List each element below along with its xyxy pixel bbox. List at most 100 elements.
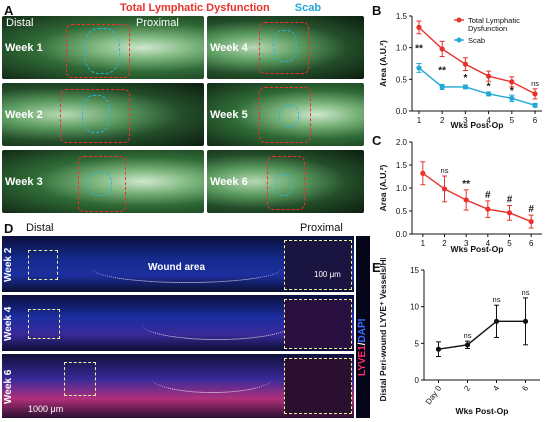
title-total-lymphatic: Total Lymphatic Dysfunction: [120, 2, 270, 14]
significance-mark: #: [507, 194, 513, 205]
y-tick-label: 2.0: [396, 138, 408, 147]
lyve1-label: LYVE1: [357, 345, 368, 376]
x-axis-label: Wks Post-Op: [451, 244, 504, 254]
stain-legend-text: LYVE1/DAPI: [357, 319, 368, 376]
data-point: [485, 206, 491, 212]
panel-letter-a: A: [4, 3, 14, 18]
significance-mark: **: [462, 179, 470, 190]
significance-mark: #: [528, 204, 534, 215]
wound-area-outline: [92, 254, 282, 283]
data-point: [532, 91, 538, 97]
scab-outline: [279, 105, 299, 127]
significance-mark: **: [438, 65, 446, 76]
lymphatic-dysfunction-outline: [66, 24, 130, 78]
x-tick-label: 6: [533, 116, 538, 125]
data-point: [441, 186, 448, 192]
series-line: [418, 67, 536, 106]
y-axis-label: Area (A.U.²): [378, 40, 388, 87]
x-tick-label: 4: [486, 239, 491, 248]
significance-mark: **: [415, 44, 423, 55]
x-tick-label: 4: [486, 116, 491, 125]
data-point: [486, 73, 492, 79]
data-point: [509, 79, 515, 85]
x-tick-label: 4: [491, 384, 501, 393]
data-point: [506, 210, 513, 216]
data-point: [486, 91, 492, 97]
histology-image-week-4: Week 4: [2, 295, 354, 351]
x-axis-label: Wks Post-Op: [456, 406, 509, 416]
legend-swatch-point: [456, 17, 462, 23]
data-point: [463, 197, 469, 203]
y-tick-label: 0.5: [396, 207, 408, 216]
week-label: Week 1: [5, 42, 43, 54]
significance-mark: *: [487, 82, 491, 93]
scab-outline: [84, 28, 120, 74]
histo-week-label: Week 4: [3, 306, 14, 341]
significance-mark: ns: [464, 331, 472, 340]
y-axis-label: Area (A.U.²): [378, 164, 388, 211]
significance-mark: ns: [493, 295, 501, 304]
week-label: Week 4: [210, 42, 248, 54]
panel-a-title: Total Lymphatic Dysfunction Scab: [120, 2, 321, 14]
distal-inset-box: [28, 309, 60, 339]
distal-label: Distal: [6, 17, 34, 29]
x-tick-label: Day 0: [424, 384, 444, 407]
week-label: Week 6: [210, 176, 248, 188]
significance-mark: #: [485, 190, 491, 201]
x-tick-label: 1: [421, 239, 426, 248]
lymphatic-dysfunction-outline: [259, 87, 311, 143]
x-tick-label: 5: [507, 239, 512, 248]
histo-week-label: Week 6: [3, 369, 14, 404]
wound-area-outline: [142, 309, 292, 340]
proximal-inset-box: [284, 240, 352, 290]
legend-label: Dysfunction: [468, 24, 507, 33]
panel-d-proximal-label: Proximal: [300, 222, 343, 234]
x-tick-label: 2: [462, 384, 472, 393]
y-tick-label: 15: [410, 266, 419, 275]
chart-b: 0.0 0.5 1.0 1.5 1 2 3 4 5 6 Wks Post-Op Area (A.U.²…: [378, 12, 542, 130]
y-tick-label: 1.5: [396, 12, 408, 21]
stain-separator: /: [357, 342, 368, 346]
scab-outline: [273, 30, 297, 62]
chart-c: 0.0 0.5 1.0 1.5 2.0 1 2 3 4 5 6 Wks Post-Op Area (A.…: [378, 138, 542, 254]
data-point: [493, 318, 500, 324]
series-line: [422, 172, 532, 223]
lymphatic-dysfunction-outline: [267, 156, 305, 210]
data-point: [528, 218, 534, 225]
data-point: [462, 84, 468, 90]
distal-inset-box: [28, 250, 58, 280]
histology-image-week-6: Week 6 1000 μm: [2, 354, 354, 418]
legend-swatch-point: [456, 37, 462, 43]
week-label: Week 3: [5, 176, 43, 188]
data-point: [416, 24, 422, 30]
fluorescence-image-week-5: Week 5: [207, 83, 364, 146]
y-tick-label: 1.5: [396, 161, 408, 170]
data-point: [509, 95, 515, 101]
data-point: [522, 318, 529, 324]
x-tick-label: 5: [510, 116, 515, 125]
panel-letter-c: C: [372, 133, 382, 148]
scale-bar-1000um: 1000 μm: [28, 404, 64, 414]
scab-outline: [82, 95, 110, 133]
x-tick-label: 3: [463, 116, 468, 125]
lymphatic-dysfunction-outline: [60, 89, 130, 143]
fluorescence-image-week-6: Week 6: [207, 150, 364, 213]
stain-legend-bar: LYVE1/DAPI: [356, 236, 370, 418]
y-tick-label: 0.5: [396, 75, 408, 84]
x-tick-label: 1: [417, 116, 422, 125]
panel-letter-b: B: [372, 3, 382, 18]
y-tick-label: 5: [415, 339, 420, 348]
y-tick-label: 1.0: [396, 44, 408, 53]
distal-inset-box: [64, 362, 96, 396]
histology-image-week-2: Week 2 Wound area 100 μm: [2, 236, 354, 292]
data-point: [435, 346, 442, 352]
significance-mark: *: [463, 73, 467, 84]
title-scab: Scab: [294, 2, 322, 14]
data-point: [439, 84, 445, 90]
y-tick-label: 10: [410, 303, 419, 312]
x-tick-label: 6: [520, 384, 530, 393]
panel-letter-d: D: [4, 221, 14, 236]
y-tick-label: 1.0: [396, 184, 408, 193]
proximal-inset-box: [284, 299, 352, 349]
y-tick-label: 0: [415, 376, 420, 385]
